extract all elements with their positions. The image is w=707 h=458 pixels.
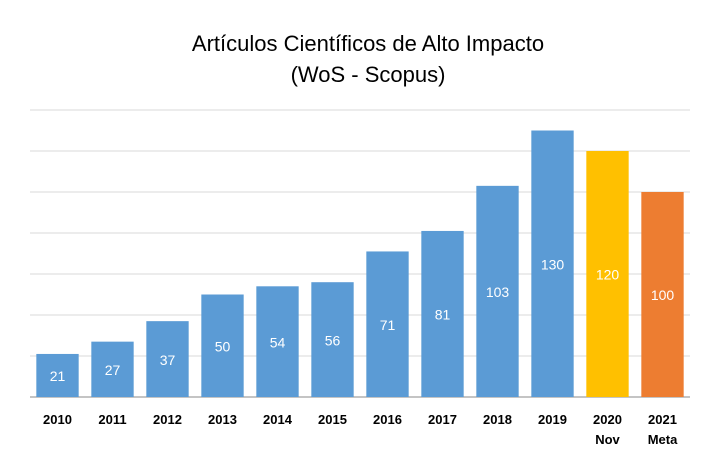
x-tick-label: 2013 — [208, 412, 237, 427]
data-label: 71 — [380, 317, 396, 333]
bar — [641, 192, 684, 397]
x-tick-label: 2019 — [538, 412, 567, 427]
bar — [201, 294, 244, 397]
data-label: 37 — [160, 352, 176, 368]
bar — [256, 286, 299, 397]
x-tick-label: 2017 — [428, 412, 457, 427]
data-label: 21 — [50, 368, 66, 384]
bar — [421, 230, 464, 397]
data-label: 130 — [541, 256, 565, 272]
chart-subtitle: (WoS - Scopus) — [291, 62, 446, 87]
x-tick-label: 2020 Nov — [593, 412, 622, 447]
data-label: 56 — [325, 332, 341, 348]
x-tick-label: 2010 — [43, 412, 72, 427]
x-tick-label: 2021 Meta — [647, 412, 678, 447]
x-tick-label: 2012 — [153, 412, 182, 427]
bar — [366, 251, 409, 397]
bar — [146, 321, 189, 397]
data-label: 50 — [215, 338, 231, 354]
data-label: 81 — [435, 307, 451, 323]
bar — [311, 282, 354, 397]
bar — [586, 151, 629, 397]
x-tick-label: 2018 — [483, 412, 512, 427]
data-label: 120 — [596, 267, 620, 283]
data-label: 100 — [651, 287, 675, 303]
chart-title: Artículos Científicos de Alto Impacto — [192, 31, 544, 56]
bar — [91, 341, 134, 397]
x-tick-label: 2016 — [373, 412, 402, 427]
bar — [36, 353, 79, 397]
x-tick-label: 2011 — [98, 412, 127, 427]
bar — [476, 185, 519, 397]
data-label: 103 — [486, 284, 510, 300]
data-label: 54 — [270, 334, 286, 350]
x-tick-label: 2015 — [318, 412, 347, 427]
bar — [531, 130, 574, 397]
data-label: 27 — [105, 362, 121, 378]
x-tick-label: 2014 — [263, 412, 292, 427]
